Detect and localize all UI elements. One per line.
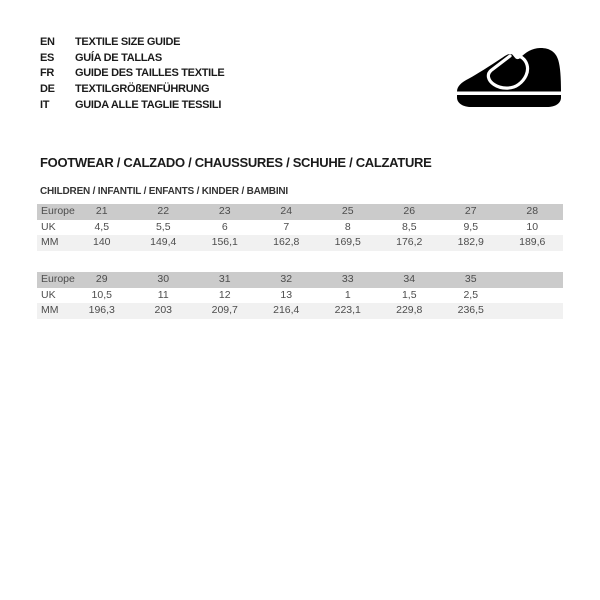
- size-cell: 182,9: [440, 235, 502, 252]
- size-cell: 33: [317, 272, 379, 288]
- size-cell: 236,5: [440, 303, 502, 320]
- size-cell: 7: [255, 219, 317, 236]
- language-row-en: EN TEXTILE SIZE GUIDE: [40, 34, 224, 50]
- table-row-uk: UK 4,5 5,5 6 7 8 8,5 9,5 10: [37, 219, 563, 236]
- row-label: UK: [37, 219, 71, 236]
- size-cell: 12: [194, 287, 256, 304]
- size-cell: 196,3: [71, 303, 133, 320]
- size-cell: 10: [501, 219, 563, 236]
- size-cell: 13: [255, 287, 317, 304]
- size-cell: 25: [317, 204, 379, 220]
- size-cell: 149,4: [132, 235, 194, 252]
- size-cell: 24: [255, 204, 317, 220]
- table-row-mm: MM 140 149,4 156,1 162,8 169,5 176,2 182,9 189,6: [37, 235, 563, 252]
- guide-title-it: GUIDA ALLE TAGLIE TESSILI: [75, 98, 222, 111]
- row-label: MM: [37, 303, 71, 320]
- size-cell: 223,1: [317, 303, 379, 320]
- language-code: ES: [40, 51, 55, 64]
- size-cell: 6: [194, 219, 256, 236]
- size-cell: 8: [317, 219, 379, 236]
- language-row-it: IT GUIDA ALLE TAGLIE TESSILI: [40, 97, 224, 113]
- table-row-uk: UK 10,5 11 12 13 1 1,5 2,5: [37, 287, 563, 304]
- size-cell: 1,5: [378, 287, 440, 304]
- size-cell: 35: [440, 272, 502, 288]
- row-label: Europe: [37, 272, 75, 288]
- row-label: UK: [37, 287, 71, 304]
- language-code: FR: [40, 67, 55, 80]
- size-cell: 203: [132, 303, 194, 320]
- size-cell: 22: [132, 204, 194, 220]
- row-label: Europe: [37, 204, 75, 220]
- size-cell: 209,7: [194, 303, 256, 320]
- size-cell: [501, 272, 563, 288]
- language-row-fr: FR GUIDE DES TAILLES TEXTILE: [40, 65, 225, 81]
- size-cell: 32: [255, 272, 317, 288]
- language-code: EN: [40, 35, 55, 48]
- section-title-footwear: FOOTWEAR / CALZADO / CHAUSSURES / SCHUHE…: [40, 155, 432, 170]
- size-cell: 229,8: [378, 303, 440, 320]
- language-code: IT: [40, 98, 50, 111]
- size-cell: 26: [378, 204, 440, 220]
- language-row-es: ES GUÍA DE TALLAS: [40, 50, 224, 66]
- guide-title-es: GUÍA DE TALLAS: [75, 51, 162, 64]
- table-row-mm: MM 196,3 203 209,7 216,4 223,1 229,8 236,5: [37, 303, 563, 320]
- size-cell: 10,5: [71, 287, 133, 304]
- size-cell: 23: [194, 204, 256, 220]
- table-row-europe: Europe 29 30 31 32 33 34 35: [37, 272, 563, 288]
- size-cell: 5,5: [132, 219, 194, 236]
- size-cell: 2,5: [440, 287, 502, 304]
- size-cell: 189,6: [501, 235, 563, 252]
- language-title-list: EN TEXTILE SIZE GUIDE ES GUÍA DE TALLAS …: [40, 34, 225, 113]
- children-shoe-icon: [457, 47, 561, 107]
- size-cell: 162,8: [255, 235, 317, 252]
- size-table-children-large: Europe 29 30 31 32 33 34 35 UK 10,5 11 12 13 1 1,5 2,5 M…: [37, 272, 563, 320]
- size-cell: 4,5: [71, 219, 133, 236]
- size-cell: 216,4: [255, 303, 317, 320]
- guide-title-de: TEXTILGRÖßENFÜHRUNG: [75, 82, 210, 95]
- size-cell: 11: [132, 287, 194, 304]
- size-cell: 140: [71, 235, 133, 252]
- size-cell: 1: [317, 287, 379, 304]
- size-cell: 34: [378, 272, 440, 288]
- guide-title-en: TEXTILE SIZE GUIDE: [75, 35, 181, 48]
- size-cell: 28: [501, 204, 563, 220]
- size-cell: 156,1: [194, 235, 256, 252]
- size-table-children-small: Europe 21 22 23 24 25 26 27 28 UK 4,5 5,5 6 7 8 8,5 9,5 1…: [37, 204, 563, 252]
- row-label: MM: [37, 235, 71, 252]
- size-cell: 9,5: [440, 219, 502, 236]
- size-cell: 30: [132, 272, 194, 288]
- size-cell: [501, 303, 563, 320]
- section-subtitle-children: CHILDREN / INFANTIL / ENFANTS / KINDER /…: [40, 186, 288, 197]
- language-code: DE: [40, 82, 55, 95]
- size-cell: 29: [71, 272, 133, 288]
- size-cell: [501, 287, 563, 304]
- size-cell: 21: [71, 204, 133, 220]
- size-cell: 8,5: [378, 219, 440, 236]
- size-cell: 176,2: [378, 235, 440, 252]
- size-cell: 31: [194, 272, 256, 288]
- table-row-europe: Europe 21 22 23 24 25 26 27 28: [37, 204, 563, 220]
- size-cell: 169,5: [317, 235, 379, 252]
- size-cell: 27: [440, 204, 502, 220]
- guide-title-fr: GUIDE DES TAILLES TEXTILE: [75, 67, 225, 80]
- language-row-de: DE TEXTILGRÖßENFÜHRUNG: [40, 81, 224, 97]
